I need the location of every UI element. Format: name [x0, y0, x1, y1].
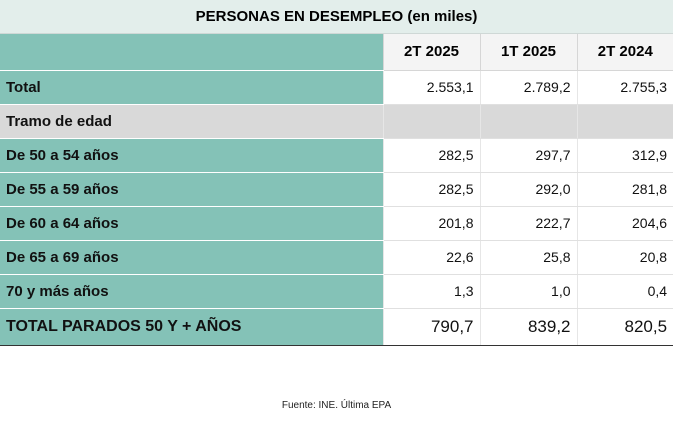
column-header: 2T 2025	[382, 33, 480, 71]
row-label: 70 y más años	[0, 274, 383, 309]
data-row: De 60 a 64 años 201,8 222,7 204,6	[0, 206, 673, 241]
value-cell: 2.789,2	[479, 70, 577, 105]
empty-cell	[576, 104, 673, 139]
row-label: Tramo de edad	[0, 104, 383, 139]
data-row: De 65 a 69 años 22,6 25,8 20,8	[0, 240, 673, 275]
data-table: PERSONAS EN DESEMPLEO (en miles) 2T 2025 1…	[0, 0, 673, 346]
row-label: Total	[0, 70, 383, 105]
data-row: TOTAL PARADOS 50 Y + AÑOS 790,7 839,2 820,5	[0, 308, 673, 346]
value-cell: 25,8	[479, 240, 577, 275]
value-cell: 312,9	[576, 138, 673, 173]
row-label: De 55 a 59 años	[0, 172, 383, 207]
value-cell: 839,2	[479, 308, 577, 346]
value-cell: 1,0	[479, 274, 577, 309]
title-row: PERSONAS EN DESEMPLEO (en miles)	[0, 0, 673, 34]
data-row: De 55 a 59 años 282,5 292,0 281,8	[0, 172, 673, 207]
source-note: Fuente: INE. Última EPA	[281, 400, 392, 411]
value-cell: 2.755,3	[576, 70, 673, 105]
empty-cell	[479, 104, 577, 139]
value-cell: 201,8	[382, 206, 480, 241]
value-cell: 281,8	[576, 172, 673, 207]
column-header: 1T 2025	[479, 33, 577, 71]
value-cell: 297,7	[479, 138, 577, 173]
value-cell: 282,5	[382, 138, 480, 173]
value-cell: 2.553,1	[382, 70, 480, 105]
value-cell: 204,6	[576, 206, 673, 241]
value-cell: 282,5	[382, 172, 480, 207]
value-cell: 1,3	[382, 274, 480, 309]
row-label: De 50 a 54 años	[0, 138, 383, 173]
row-label: TOTAL PARADOS 50 Y + AÑOS	[0, 308, 383, 346]
value-cell: 790,7	[382, 308, 480, 346]
table-container: PERSONAS EN DESEMPLEO (en miles) 2T 2025 1…	[0, 0, 673, 346]
value-cell: 0,4	[576, 274, 673, 309]
data-row: Total 2.553,1 2.789,2 2.755,3	[0, 70, 673, 105]
value-cell: 820,5	[576, 308, 673, 346]
empty-cell	[382, 104, 480, 139]
value-cell: 22,6	[382, 240, 480, 275]
header-row: 2T 2025 1T 2025 2T 2024	[0, 33, 673, 71]
row-label: De 60 a 64 años	[0, 206, 383, 241]
header-blank	[0, 33, 383, 71]
section-row: Tramo de edad	[0, 104, 673, 139]
value-cell: 20,8	[576, 240, 673, 275]
value-cell: 292,0	[479, 172, 577, 207]
row-label: De 65 a 69 años	[0, 240, 383, 275]
data-row: De 50 a 54 años 282,5 297,7 312,9	[0, 138, 673, 173]
column-header: 2T 2024	[576, 33, 673, 71]
table-title: PERSONAS EN DESEMPLEO (en miles)	[0, 0, 673, 34]
value-cell: 222,7	[479, 206, 577, 241]
data-row: 70 y más años 1,3 1,0 0,4	[0, 274, 673, 309]
